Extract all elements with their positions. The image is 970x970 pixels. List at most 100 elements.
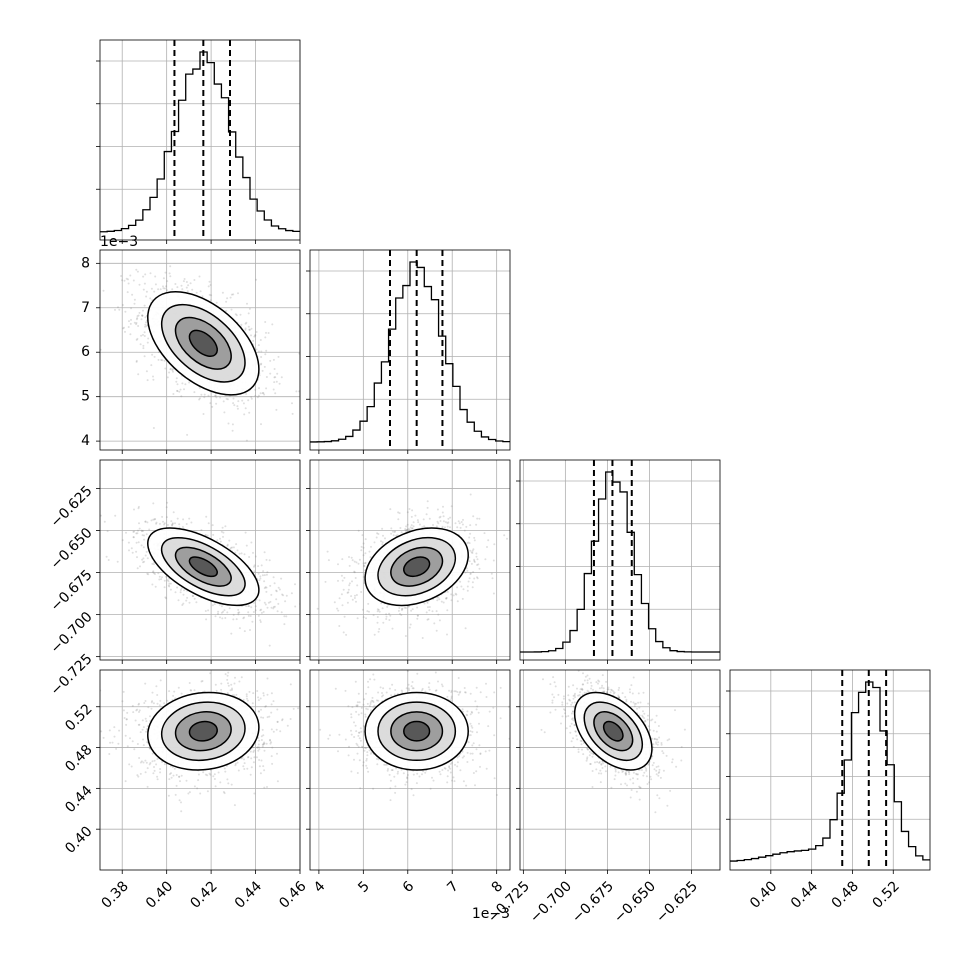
sample-point — [442, 515, 445, 518]
sample-point — [204, 610, 207, 612]
sample-point — [142, 557, 145, 560]
sample-point — [232, 293, 235, 296]
sample-point — [209, 284, 212, 286]
sample-point — [439, 515, 442, 518]
sample-point — [141, 314, 144, 317]
sample-point — [274, 392, 277, 395]
sample-point — [351, 598, 354, 601]
sample-point — [381, 541, 384, 544]
sample-point — [244, 407, 247, 410]
sample-point — [373, 633, 376, 636]
sample-point — [270, 606, 273, 609]
sample-point — [192, 595, 195, 598]
sample-point — [364, 561, 367, 564]
sample-point — [144, 682, 147, 685]
sample-point — [347, 591, 350, 594]
sample-point — [171, 524, 174, 527]
density-3-0 — [100, 670, 300, 813]
sample-point — [327, 559, 330, 562]
sample-point — [446, 522, 449, 525]
sample-point — [459, 526, 462, 529]
sample-point — [395, 534, 398, 537]
sample-point — [278, 588, 281, 591]
sample-point — [438, 619, 441, 622]
sample-point — [400, 609, 403, 612]
sample-point — [258, 710, 260, 713]
sample-point — [449, 516, 452, 519]
panel-2-0 — [99, 459, 301, 661]
sample-point — [376, 610, 379, 613]
sample-point — [389, 508, 392, 511]
sample-point — [248, 605, 251, 608]
sample-point — [121, 304, 124, 306]
sample-point — [378, 628, 381, 630]
sample-point — [257, 565, 260, 568]
sample-point — [412, 525, 415, 528]
sample-point — [166, 280, 169, 283]
density-2-0 — [100, 501, 300, 647]
sample-point — [141, 314, 144, 317]
sample-point — [478, 517, 481, 520]
sample-point — [262, 392, 265, 394]
sample-point — [220, 530, 223, 533]
sample-point — [159, 288, 162, 291]
sample-point — [226, 611, 229, 614]
sample-point — [181, 382, 184, 385]
sample-point — [232, 618, 235, 621]
sample-point — [201, 295, 204, 298]
sample-point — [199, 792, 202, 795]
sample-point — [450, 599, 453, 602]
histogram-3 — [730, 681, 930, 862]
sample-point — [102, 736, 105, 739]
sample-point — [392, 534, 395, 537]
sample-point — [473, 558, 476, 561]
sample-point — [399, 527, 402, 529]
sample-point — [246, 697, 248, 700]
sample-point — [253, 756, 256, 759]
sample-point — [270, 692, 273, 695]
sample-point — [456, 586, 459, 589]
sample-point — [427, 618, 430, 621]
sample-point — [258, 387, 260, 390]
sample-point — [181, 525, 184, 528]
sample-point — [372, 614, 375, 617]
sample-point — [265, 376, 268, 378]
sample-point — [143, 304, 146, 307]
sample-point — [164, 287, 166, 290]
sample-point — [248, 328, 251, 331]
sample-point — [243, 413, 246, 416]
sample-point — [356, 617, 359, 620]
sample-point — [144, 554, 147, 557]
sample-point — [165, 506, 168, 509]
sample-point — [380, 602, 383, 605]
sample-point — [171, 368, 174, 371]
density-2-1 — [310, 493, 508, 639]
sample-point — [140, 334, 143, 337]
sample-point — [269, 738, 271, 741]
sample-point — [156, 778, 159, 781]
sample-point — [126, 291, 129, 294]
sample-point — [242, 617, 245, 620]
sample-point — [423, 525, 426, 528]
sample-point — [128, 549, 130, 552]
sample-point — [175, 784, 178, 787]
sample-point — [469, 524, 472, 527]
sample-point — [460, 585, 463, 588]
sample-point — [216, 539, 219, 542]
sample-point — [390, 527, 393, 530]
sample-point — [246, 302, 248, 305]
sample-point — [362, 546, 365, 549]
sample-point — [463, 529, 466, 532]
sample-point — [254, 609, 257, 612]
sample-point — [210, 294, 213, 297]
sample-point — [250, 606, 253, 609]
sample-point — [225, 300, 228, 303]
sample-point — [254, 605, 257, 608]
sample-point — [258, 579, 261, 582]
sample-point — [271, 323, 274, 326]
sample-point — [269, 584, 272, 587]
sample-point — [243, 616, 246, 619]
sample-point — [377, 608, 380, 611]
sample-point — [262, 570, 265, 573]
sample-point — [185, 599, 188, 602]
